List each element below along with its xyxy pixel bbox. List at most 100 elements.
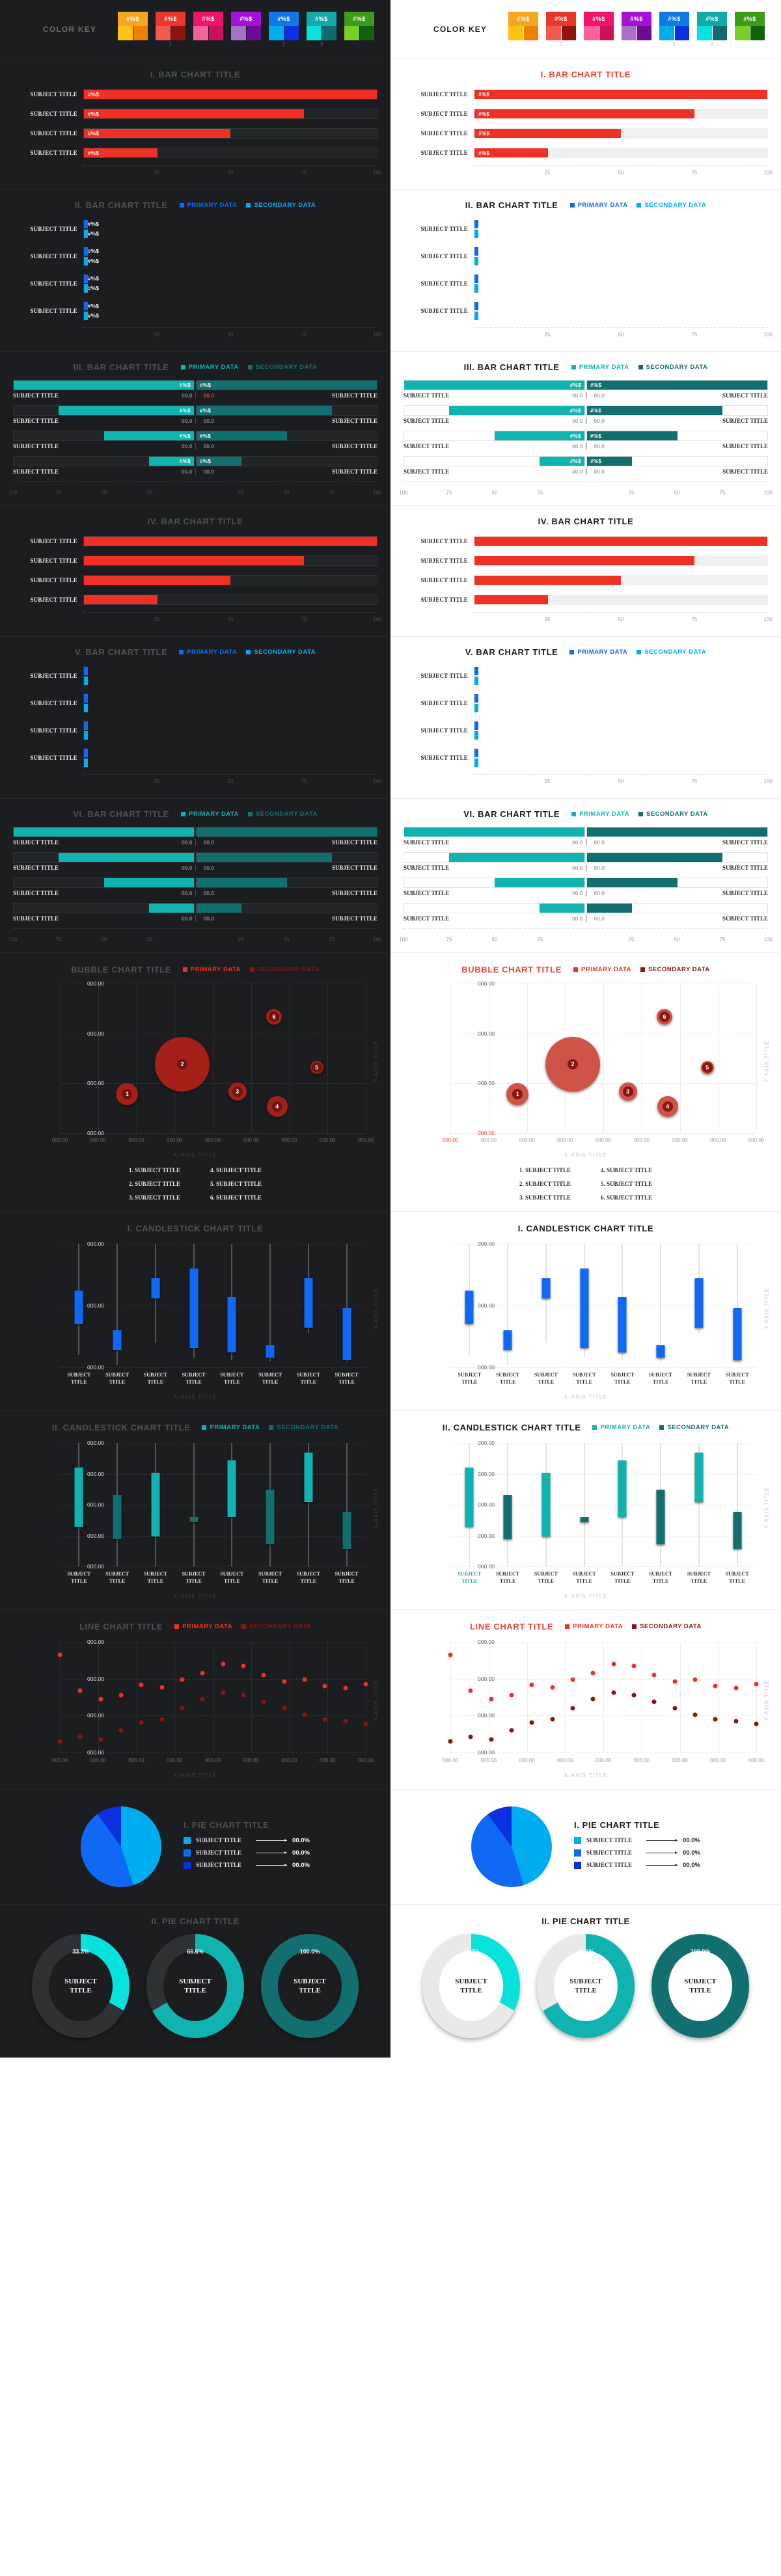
bar-fill-secondary[interactable]: #%$ (84, 312, 99, 320)
line-data-point[interactable] (713, 1717, 718, 1722)
legend-item[interactable]: SECONDARY DATA (659, 1424, 729, 1431)
line-data-point[interactable] (118, 1728, 124, 1733)
tornado-bar-secondary[interactable] (197, 904, 242, 913)
tornado-bar-secondary[interactable]: #%$ (587, 457, 633, 466)
legend-item[interactable]: SECONDARY DATA (632, 1623, 702, 1630)
bubble-point[interactable]: 1 (506, 1083, 529, 1106)
donut-chart[interactable]: SUBJECT TITLE 100.0% (651, 1934, 749, 2038)
color-key-group[interactable]: #%$ (584, 11, 614, 47)
legend-item[interactable]: PRIMARY DATA (565, 1623, 623, 1630)
bar-fill[interactable] (84, 537, 377, 546)
line-data-point[interactable] (282, 1706, 287, 1711)
legend-item[interactable]: PRIMARY DATA (180, 364, 239, 371)
legend-item[interactable]: SECONDARY DATA (637, 649, 706, 656)
line-data-point[interactable] (550, 1685, 555, 1690)
line-data-point[interactable] (468, 1734, 473, 1739)
line-data-point[interactable] (241, 1663, 246, 1669)
legend-item[interactable]: PRIMARY DATA (592, 1424, 650, 1431)
legend-item[interactable]: SECONDARY DATA (638, 811, 708, 818)
line-data-point[interactable] (180, 1706, 185, 1711)
bar-fill-secondary[interactable]: #%$ (84, 257, 99, 265)
line-data-point[interactable] (363, 1682, 368, 1687)
legend-item[interactable]: PRIMARY DATA (183, 966, 241, 973)
candlestick[interactable] (72, 1244, 85, 1367)
legend-item[interactable]: PRIMARY DATA (179, 649, 237, 656)
candlestick[interactable] (578, 1244, 591, 1367)
tornado-bar-secondary[interactable] (197, 853, 332, 862)
line-data-point[interactable] (241, 1693, 246, 1698)
line-data-point[interactable] (139, 1682, 144, 1687)
tornado-bar-secondary[interactable]: #%$ (197, 406, 332, 415)
candlestick[interactable] (616, 1443, 629, 1566)
tornado-bar-primary[interactable]: #%$ (404, 381, 584, 390)
candlestick[interactable] (340, 1443, 353, 1566)
color-key-group[interactable]: #%$ (118, 11, 148, 47)
bar-fill-secondary[interactable] (84, 704, 88, 712)
line-data-point[interactable] (302, 1677, 307, 1682)
bar-fill[interactable]: #%$ (84, 109, 304, 118)
line-data-point[interactable] (754, 1682, 759, 1687)
bar-fill[interactable]: #%$ (474, 148, 548, 157)
candlestick[interactable] (578, 1443, 591, 1566)
candlestick[interactable] (225, 1244, 238, 1367)
tornado-bar-secondary[interactable] (587, 904, 633, 913)
line-data-point[interactable] (611, 1661, 616, 1667)
donut-chart[interactable]: SUBJECT TITLE 100.0% (261, 1934, 359, 2038)
color-key-group[interactable]: #%$ (193, 11, 223, 47)
candlestick[interactable] (654, 1244, 667, 1367)
candlestick[interactable] (149, 1443, 162, 1566)
line-data-point[interactable] (118, 1693, 124, 1698)
pie-legend-row[interactable]: SUBJECT TITLE 00.0% (574, 1861, 700, 1869)
pie-legend-row[interactable]: SUBJECT TITLE 00.0% (184, 1861, 310, 1869)
bubble-point[interactable]: 4 (266, 1095, 288, 1117)
tornado-bar-secondary[interactable]: #%$ (587, 381, 767, 390)
bar-fill[interactable] (474, 556, 694, 565)
bubble-point[interactable]: 3 (618, 1082, 637, 1101)
candlestick[interactable] (731, 1244, 744, 1367)
line-data-point[interactable] (631, 1663, 637, 1669)
bar-fill[interactable] (474, 537, 767, 546)
bubble-point[interactable]: 2 (545, 1037, 600, 1092)
candlestick[interactable] (225, 1443, 238, 1566)
tornado-bar-primary[interactable]: #%$ (539, 457, 584, 466)
bubble-point[interactable]: 6 (266, 1008, 282, 1025)
donut-chart[interactable]: SUBJECT TITLE 66.6% (146, 1934, 244, 2038)
legend-item[interactable]: SECONDARY DATA (247, 364, 318, 371)
tornado-bar-primary[interactable]: #%$ (59, 406, 194, 415)
bar-fill-primary[interactable] (84, 721, 88, 730)
candlestick[interactable] (302, 1443, 315, 1566)
line-data-point[interactable] (631, 1693, 637, 1698)
line-data-point[interactable] (509, 1693, 514, 1698)
candlestick[interactable] (463, 1244, 476, 1367)
line-data-point[interactable] (261, 1699, 266, 1704)
color-key-group[interactable]: #%$ 2 (697, 11, 727, 47)
candlestick[interactable] (731, 1443, 744, 1566)
legend-item[interactable]: SECONDARY DATA (269, 1424, 338, 1431)
color-key-group[interactable]: #%$ 3 (307, 11, 336, 47)
bar-fill-primary[interactable] (84, 749, 88, 757)
line-data-point[interactable] (570, 1706, 575, 1711)
bubble-point[interactable]: 3 (228, 1082, 247, 1101)
candlestick[interactable] (187, 1244, 200, 1367)
tornado-bar-secondary[interactable]: #%$ (587, 406, 722, 415)
tornado-bar-secondary[interactable] (197, 827, 377, 837)
line-data-point[interactable] (509, 1728, 514, 1733)
tornado-bar-secondary[interactable] (587, 853, 722, 862)
line-data-point[interactable] (159, 1717, 165, 1722)
color-key-group[interactable]: #%$ (508, 11, 538, 47)
line-data-point[interactable] (590, 1697, 596, 1702)
line-data-point[interactable] (200, 1670, 205, 1676)
color-key-group[interactable]: #%$ 1 (659, 11, 689, 47)
color-key-group[interactable]: #%$ (735, 11, 765, 47)
line-data-point[interactable] (672, 1679, 678, 1684)
bar-fill-secondary[interactable] (474, 731, 478, 740)
line-data-point[interactable] (489, 1697, 494, 1702)
line-data-point[interactable] (733, 1685, 739, 1691)
bar-fill-primary[interactable] (474, 667, 478, 675)
tornado-bar-primary[interactable] (404, 827, 584, 837)
candlestick[interactable] (187, 1443, 200, 1566)
bar-fill[interactable]: #%$ (84, 129, 230, 138)
candlestick[interactable] (616, 1244, 629, 1367)
line-data-point[interactable] (57, 1652, 62, 1657)
line-data-point[interactable] (77, 1688, 83, 1693)
